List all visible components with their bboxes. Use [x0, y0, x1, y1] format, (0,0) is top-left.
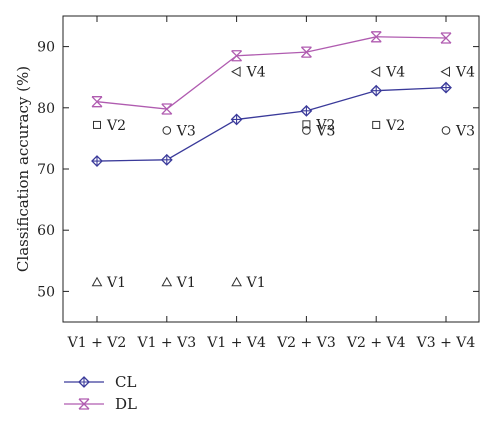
series-dl: [91, 31, 452, 115]
x-tick-label: V2 + V3: [276, 335, 336, 351]
y-tick-label: 80: [37, 101, 55, 117]
y-tick-label: 60: [37, 223, 55, 239]
series-line-cl: [96, 86, 447, 162]
annotation-label: V2: [106, 118, 126, 134]
annotation-marker: [231, 66, 241, 78]
legend-label: DL: [115, 395, 137, 413]
x-tick-label: V1 + V3: [136, 335, 196, 351]
annotation-label: V4: [455, 65, 475, 81]
series-cl: [91, 81, 452, 167]
legend-label: CL: [115, 373, 136, 391]
annotation-label: V1: [176, 275, 196, 291]
annotation-label: V3: [315, 123, 335, 139]
y-axis-ticks: 50 60 70 80 90: [37, 40, 479, 300]
annotation-marker: [440, 66, 450, 78]
annotation-label: V2: [385, 118, 405, 134]
series-line-dl: [96, 36, 447, 110]
annotation-marker: [231, 276, 242, 287]
annotation-label: V3: [455, 123, 475, 139]
annotation-marker: [302, 126, 311, 135]
data-point-dl: [231, 50, 243, 62]
y-tick-label: 50: [37, 284, 55, 300]
y-axis-label: Classification accuracy (%): [14, 66, 32, 272]
data-point-cl: [370, 84, 383, 97]
x-tick-label: V1 + V2: [67, 335, 127, 351]
annotation-marker: [370, 66, 381, 78]
annotation-label: V4: [246, 65, 266, 81]
x-tick-label: V1 + V4: [206, 335, 266, 351]
annotation-label: V2: [315, 117, 335, 133]
x-tick-label: V2 + V4: [346, 335, 406, 351]
annotation-marker: [162, 126, 172, 135]
annotation-label: V1: [106, 275, 126, 291]
x-tick-label: V3 + V4: [416, 335, 476, 351]
annotation-marker: [93, 120, 101, 129]
legend-swatch-marker: [78, 376, 90, 388]
annotation-marker: [441, 126, 451, 135]
annotation-marker: [302, 120, 311, 129]
x-axis-ticks: V1 + V2 V1 + V3 V1 + V4 V2 + V3 V2 + V4 V3 + …: [67, 16, 476, 351]
legend: CL DL: [64, 373, 137, 413]
annotation-marker: [372, 120, 381, 129]
data-point-cl: [300, 104, 313, 117]
legend-item-dl: DL: [64, 395, 137, 413]
annotation-marker: [91, 276, 103, 287]
data-point-dl: [91, 96, 103, 108]
annotation-marker: [161, 276, 173, 287]
y-tick-label: 70: [37, 162, 55, 178]
data-point-cl: [160, 153, 173, 166]
data-point-cl: [91, 155, 103, 167]
y-tick-label: 90: [37, 40, 55, 56]
legend-item-cl: CL: [64, 373, 136, 391]
data-point-dl: [161, 103, 173, 115]
data-point-cl: [230, 113, 243, 126]
data-point-dl: [440, 32, 452, 44]
series-layer: [91, 31, 452, 167]
annotation-label: V4: [385, 65, 405, 81]
data-point-dl: [370, 31, 382, 43]
data-point-cl: [440, 81, 452, 94]
data-point-dl: [300, 46, 312, 58]
legend-swatch-marker: [78, 398, 90, 410]
annotation-label: V1: [246, 275, 266, 291]
annotation-label: V3: [176, 123, 196, 139]
